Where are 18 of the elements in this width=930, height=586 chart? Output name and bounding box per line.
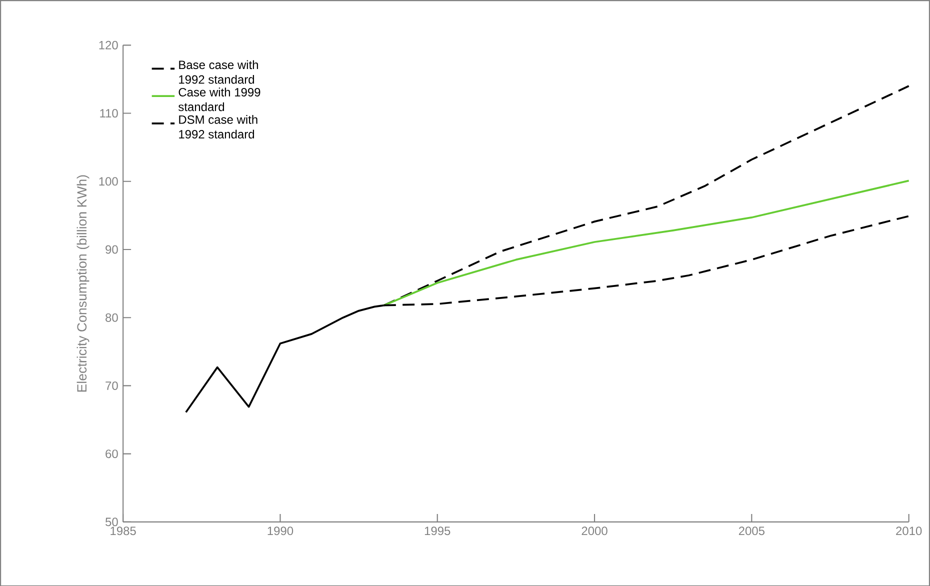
y-tick-label: 100 [99, 176, 118, 186]
y-tick-label: 80 [106, 313, 118, 322]
x-tick-label: 2010 [896, 526, 922, 535]
y-tick-label: 120 [99, 40, 118, 50]
x-tick-label: 2000 [582, 526, 608, 535]
y-axis-title: Electricity Consumption (billion KWh) [76, 175, 90, 392]
x-tick-label: 1995 [424, 526, 450, 535]
y-tick-label: 90 [106, 245, 118, 254]
y-tick-label: 50 [106, 517, 118, 526]
legend-label: Base case with 1992 standard [179, 60, 258, 84]
y-tick-label: 110 [100, 108, 118, 118]
y-tick-label: 60 [106, 449, 118, 458]
y-tick-label: 70 [106, 381, 118, 390]
x-tick-label: 1990 [268, 526, 294, 535]
x-tick-label: 1985 [110, 526, 136, 535]
legend-label: Case with 1999 standard [178, 87, 260, 111]
legend-label: DSM case with 1992 standard [179, 114, 258, 138]
x-tick-label: 2005 [738, 526, 764, 535]
